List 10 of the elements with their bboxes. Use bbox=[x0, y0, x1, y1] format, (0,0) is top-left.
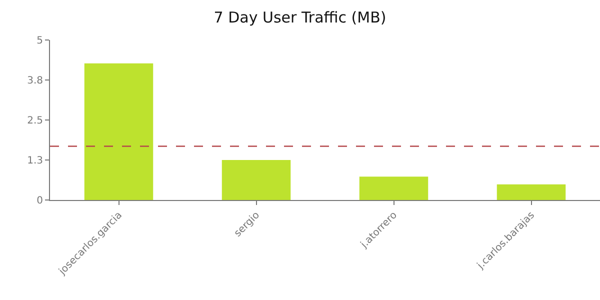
bar bbox=[222, 160, 291, 200]
bar bbox=[84, 63, 154, 200]
y-tick-label: 0 bbox=[36, 196, 43, 206]
bar bbox=[359, 176, 428, 200]
bar bbox=[496, 184, 566, 200]
y-tick-label: 5 bbox=[36, 36, 43, 46]
chart-title: 7 Day User Traffic (MB) bbox=[214, 8, 386, 26]
y-tick-label: 3.8 bbox=[27, 76, 43, 86]
y-tick-label: 2.5 bbox=[27, 116, 43, 126]
y-tick-label: 1.3 bbox=[27, 156, 43, 166]
